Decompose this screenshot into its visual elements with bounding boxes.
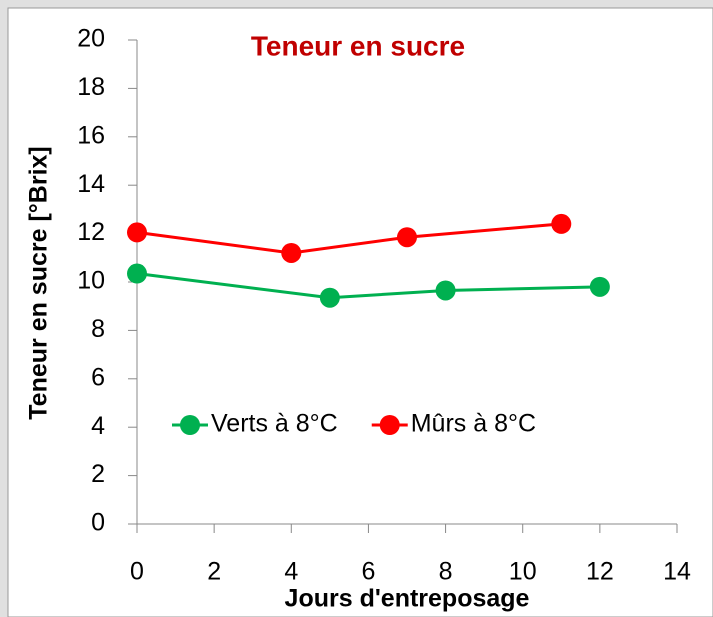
legend-marker	[379, 415, 400, 435]
y-tick-label: 18	[77, 73, 105, 101]
y-tick-label: 16	[77, 121, 105, 149]
data-point	[127, 222, 147, 243]
y-tick-label: 0	[91, 509, 105, 537]
series-line	[136, 272, 600, 300]
x-tick-label: 10	[509, 558, 537, 586]
data-point	[281, 242, 302, 263]
x-tick-label: 6	[361, 558, 375, 586]
x-axis-title: Jours d'entreposage	[285, 585, 530, 613]
y-tick-label: 2	[91, 460, 105, 488]
x-tick-label: 2	[207, 558, 221, 586]
y-tick-label: 12	[77, 218, 105, 246]
legend-label: Verts à 8°C	[211, 410, 338, 438]
y-tick-label: 10	[77, 267, 105, 295]
data-point	[435, 280, 456, 301]
legend-marker	[180, 415, 200, 435]
data-point	[551, 213, 572, 234]
data-point	[319, 287, 340, 308]
data-point	[589, 276, 610, 297]
y-tick-label: 8	[91, 315, 105, 343]
y-tick-label: 14	[77, 170, 105, 198]
y-tick-label: 4	[91, 412, 105, 440]
data-point	[397, 227, 417, 248]
data-point	[127, 263, 147, 284]
legend-label: Mûrs à 8°C	[411, 410, 536, 438]
y-tick-label: 20	[77, 25, 105, 53]
chart-title: Teneur en sucre	[251, 30, 465, 61]
y-tick-label: 6	[91, 363, 105, 391]
x-tick-label: 14	[663, 558, 691, 586]
x-tick-label: 0	[130, 558, 144, 586]
x-tick-label: 12	[586, 558, 614, 586]
chart-bg	[7, 7, 713, 617]
x-tick-label: 4	[284, 558, 298, 586]
series-line	[136, 222, 562, 255]
x-tick-label: 8	[439, 558, 453, 586]
y-axis-title: Teneur en sucre [°Brix]	[25, 146, 53, 420]
